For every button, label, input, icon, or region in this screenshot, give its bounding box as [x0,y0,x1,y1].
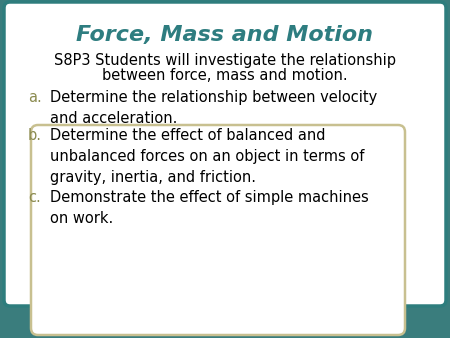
FancyBboxPatch shape [4,2,446,306]
Text: c.: c. [28,190,41,205]
Text: between force, mass and motion.: between force, mass and motion. [102,68,348,83]
Text: Determine the relationship between velocity
and acceleration.: Determine the relationship between veloc… [50,90,377,126]
Text: Demonstrate the effect of simple machines
on work.: Demonstrate the effect of simple machine… [50,190,369,226]
FancyBboxPatch shape [31,125,405,335]
Text: a.: a. [28,90,42,105]
Text: Determine the effect of balanced and
unbalanced forces on an object in terms of
: Determine the effect of balanced and unb… [50,128,364,185]
Text: Force, Mass and Motion: Force, Mass and Motion [76,25,373,45]
Text: b.: b. [28,128,42,143]
Text: S8P3 Students will investigate the relationship: S8P3 Students will investigate the relat… [54,53,396,68]
